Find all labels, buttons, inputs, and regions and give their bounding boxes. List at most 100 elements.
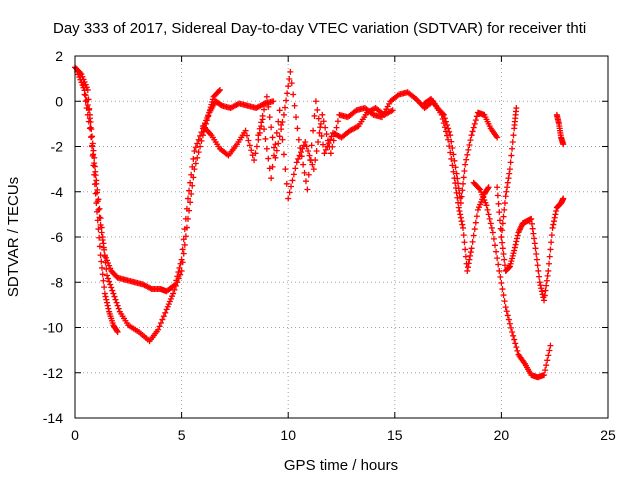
data-point [499,220,506,227]
data-point [176,264,183,271]
series-track-h [494,184,567,304]
data-point [276,107,283,114]
data-point [108,284,115,291]
data-point [245,137,252,144]
data-point [325,140,332,147]
data-point [188,171,195,178]
data-point [461,239,468,246]
y-axis-label: SDTVAR / TECUs [5,177,22,297]
data-point [311,112,318,119]
data-point [182,215,189,222]
data-point [89,133,96,140]
data-point [505,316,512,323]
data-point [460,180,467,187]
data-point [199,132,206,139]
data-point [284,90,291,97]
data-point [507,159,514,166]
data-point [188,191,195,198]
data-point [483,202,490,209]
data-point [327,136,334,143]
data-point [533,250,540,257]
data-point [468,245,475,252]
data-point [300,161,307,168]
data-point [499,239,506,246]
series-track-f [421,95,501,207]
data-point [302,178,309,185]
data-point [510,132,517,139]
data-point [323,131,330,138]
data-point [456,207,463,214]
data-point [459,187,466,194]
data-point [469,128,476,135]
data-point [455,185,462,192]
data-point [305,171,312,178]
data-point [306,152,313,159]
data-point [543,362,550,369]
data-point [541,372,548,379]
data-point [543,277,550,284]
data-point [106,278,113,285]
data-point [317,124,324,131]
data-point [531,235,538,242]
data-point [500,213,507,220]
data-point [318,132,325,139]
data-point [536,279,543,286]
data-point [272,154,279,161]
data-point [272,141,279,148]
y-tick-label: 2 [55,48,63,64]
data-point [182,233,189,240]
data-point [528,215,535,222]
data-point [297,149,304,156]
data-point [114,302,121,309]
data-point [110,290,117,297]
data-point [91,160,98,167]
data-point [303,143,310,150]
data-point [298,153,305,160]
data-point [293,114,300,121]
data-point [156,323,163,330]
x-tick-label: 10 [280,427,296,443]
data-point [514,232,521,239]
data-point [324,143,331,150]
data-point [191,148,198,155]
y-tick-label: -2 [51,139,64,155]
data-point [496,217,503,224]
data-point [310,166,317,173]
data-point [552,211,559,218]
data-point [295,136,302,143]
data-point [94,189,101,196]
data-point [88,126,95,133]
data-point [170,290,177,297]
data-point [255,132,262,139]
data-point [316,129,323,136]
data-point [273,147,280,154]
data-point [550,221,557,228]
data-point [256,125,263,132]
data-point [461,168,468,175]
data-point [84,102,91,109]
data-point [262,135,269,142]
data-point [441,115,448,122]
data-point [542,287,549,294]
data-point [194,140,201,147]
data-point [457,200,464,207]
data-point [186,187,193,194]
data-point [528,220,535,227]
data-point [159,316,166,323]
data-point [513,344,520,351]
data-point [511,336,518,343]
data-point [458,193,465,200]
data-point [546,260,553,267]
data-point [484,185,491,192]
data-point [456,190,463,197]
data-point [510,332,517,339]
x-axis-label: GPS time / hours [284,457,398,474]
data-point [504,179,511,186]
data-point [103,272,110,279]
data-point [111,293,118,300]
data-point [290,91,297,98]
data-point [187,199,194,206]
data-point [172,281,179,288]
data-point [291,102,298,109]
data-point [173,277,180,284]
